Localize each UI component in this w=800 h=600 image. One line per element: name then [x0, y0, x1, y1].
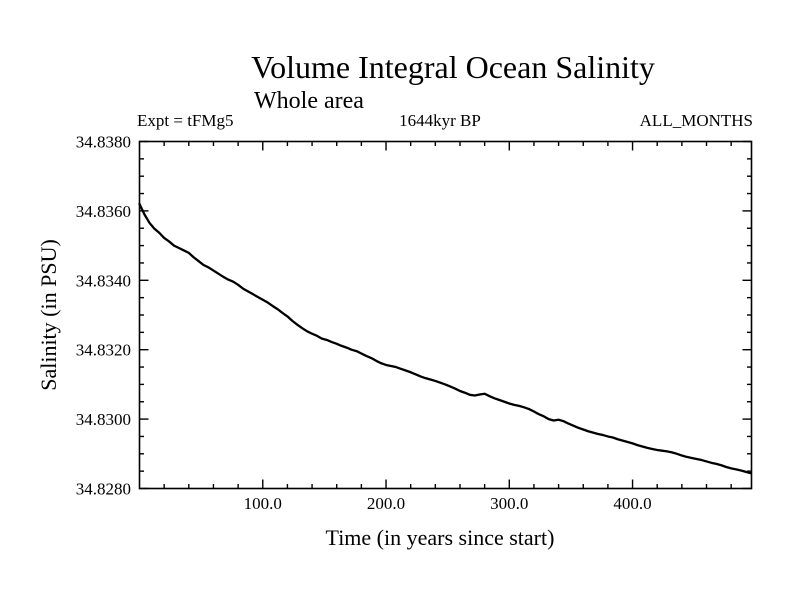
y-axis-title: Salinity (in PSU) — [36, 239, 61, 391]
x-tick-label: 300.0 — [490, 494, 528, 513]
chart-subtitle: Whole area — [254, 88, 364, 114]
x-tick-label: 100.0 — [244, 494, 282, 513]
x-tick-label: 200.0 — [367, 494, 405, 513]
experiment-label: Expt = tFMg5 — [137, 111, 234, 130]
y-tick-label: 34.8360 — [76, 202, 131, 221]
x-tick-label: 400.0 — [613, 494, 651, 513]
y-tick-label: 34.8320 — [76, 341, 131, 360]
y-tick-label: 34.8300 — [76, 410, 131, 429]
date-label: 1644kyr BP — [399, 111, 481, 130]
data-series — [138, 202, 753, 475]
plot-frame — [138, 140, 753, 490]
axis-tick-labels: 100.0 200.0 300.0 400.0 34.8280 34.8300 34.832… — [76, 133, 652, 514]
months-label: ALL_MONTHS — [640, 111, 753, 130]
y-tick-label: 34.8280 — [76, 480, 131, 499]
volume-integral-ocean-salinity-line — [138, 202, 753, 475]
axis-ticks — [139, 140, 752, 490]
y-tick-label: 34.8340 — [76, 271, 131, 290]
y-tick-label: 34.8380 — [76, 133, 131, 152]
chart-title: Volume Integral Ocean Salinity — [251, 49, 655, 85]
x-axis-title: Time (in years since start) — [326, 525, 555, 550]
